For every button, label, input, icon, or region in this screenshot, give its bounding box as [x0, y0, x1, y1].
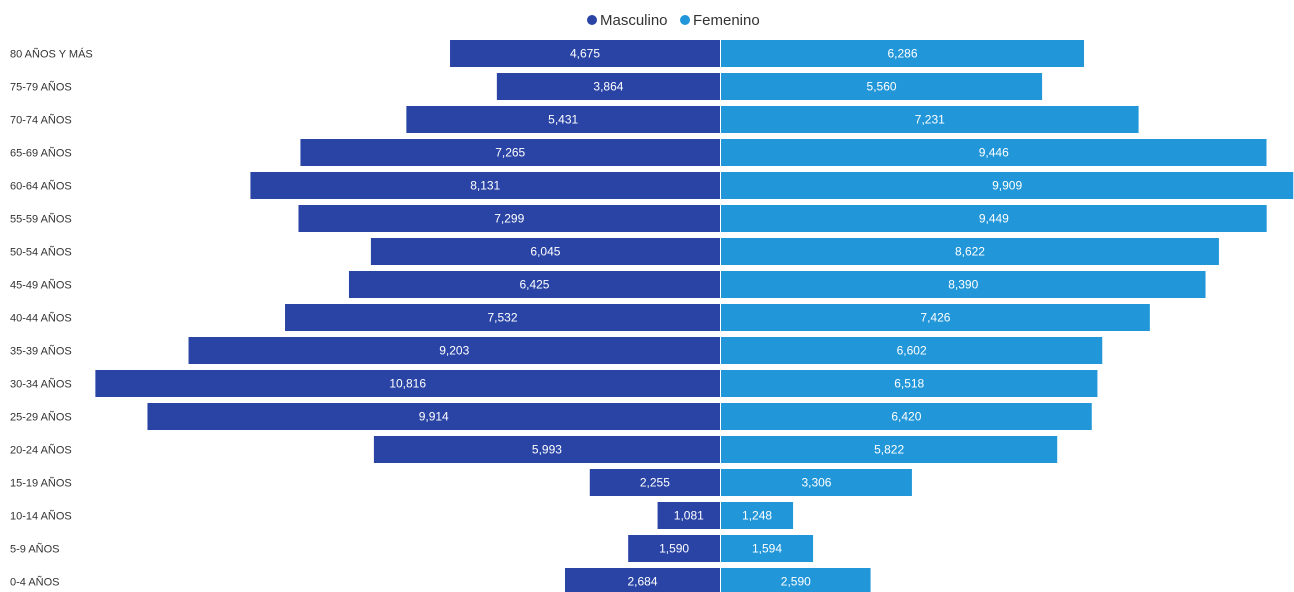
value-label-femenino: 8,622 — [955, 245, 985, 259]
bar-masculino — [406, 106, 720, 133]
value-labels: 4,675 6,286 3,864 5,560 5,431 7,231 7,265 9,446… — [389, 47, 1022, 589]
bar-masculino — [300, 139, 720, 166]
value-label-femenino: 1,594 — [752, 542, 782, 556]
value-label-masculino: 1,081 — [674, 509, 704, 523]
value-label-femenino: 7,231 — [915, 113, 945, 127]
value-label-masculino: 7,265 — [495, 146, 525, 160]
bar-femenino — [721, 568, 871, 592]
bar-femenino — [721, 40, 1085, 67]
category-label: 20-24 AÑOS — [10, 444, 72, 457]
value-label-masculino: 1,590 — [659, 542, 689, 556]
category-label: 50-54 AÑOS — [10, 246, 72, 259]
legend-label-masculino: Masculino — [600, 12, 668, 29]
bar-masculino — [298, 205, 720, 232]
category-label: 5-9 AÑOS — [10, 543, 60, 556]
category-labels: 80 AÑOS Y MÁS 75-79 AÑOS 70-74 AÑOS 65-69 A… — [10, 48, 93, 589]
bar-femenino — [721, 205, 1267, 232]
bar-femenino — [721, 403, 1092, 430]
bar-femenino — [721, 238, 1219, 265]
bar-masculino — [147, 403, 721, 430]
value-label-femenino: 6,602 — [897, 344, 927, 358]
bar-femenino — [721, 370, 1098, 397]
value-label-masculino: 7,532 — [487, 311, 517, 325]
category-label: 60-64 AÑOS — [10, 180, 72, 193]
category-label: 15-19 AÑOS — [10, 477, 72, 490]
bar-femenino — [721, 469, 912, 496]
bar-femenino — [721, 271, 1206, 298]
value-label-femenino: 6,420 — [891, 410, 921, 424]
value-label-masculino: 2,255 — [640, 476, 670, 490]
bar-masculino — [496, 73, 720, 100]
category-label: 75-79 AÑOS — [10, 81, 72, 94]
legend: Masculino Femenino — [587, 12, 760, 29]
value-label-femenino: 9,446 — [979, 146, 1009, 160]
bar-masculino — [450, 40, 720, 67]
value-label-masculino: 6,045 — [530, 245, 560, 259]
value-label-femenino: 1,248 — [742, 509, 772, 523]
bar-femenino — [721, 73, 1043, 100]
category-label: 65-69 AÑOS — [10, 147, 72, 160]
value-label-femenino: 2,590 — [781, 575, 811, 589]
bar-masculino — [628, 535, 720, 562]
value-label-masculino: 8,131 — [470, 179, 500, 193]
value-label-femenino: 6,518 — [894, 377, 924, 391]
bar-femenino — [721, 535, 814, 562]
bar-masculino — [348, 271, 720, 298]
bar-femenino — [721, 436, 1058, 463]
category-label: 80 AÑOS Y MÁS — [10, 48, 93, 61]
category-label: 70-74 AÑOS — [10, 114, 72, 127]
bar-masculino — [657, 502, 720, 529]
category-label: 25-29 AÑOS — [10, 411, 72, 424]
value-label-masculino: 4,675 — [570, 47, 600, 61]
value-label-masculino: 7,299 — [494, 212, 524, 226]
bar-femenino — [721, 502, 794, 529]
value-label-femenino: 5,560 — [867, 80, 897, 94]
legend-label-femenino: Femenino — [693, 12, 760, 29]
bar-femenino — [721, 337, 1103, 364]
bar-masculino — [373, 436, 720, 463]
bar-masculino — [589, 469, 720, 496]
bar-masculino — [250, 172, 720, 199]
value-label-femenino: 7,426 — [920, 311, 950, 325]
category-label: 30-34 AÑOS — [10, 378, 72, 391]
bar-masculino — [95, 370, 721, 397]
value-label-femenino: 5,822 — [874, 443, 904, 457]
category-label: 35-39 AÑOS — [10, 345, 72, 358]
value-label-femenino: 3,306 — [801, 476, 831, 490]
value-label-masculino: 2,684 — [627, 575, 657, 589]
bar-masculino — [564, 568, 720, 592]
category-label: 0-4 AÑOS — [10, 576, 60, 589]
bar-femenino — [721, 172, 1294, 199]
value-label-masculino: 3,864 — [593, 80, 623, 94]
category-label: 10-14 AÑOS — [10, 510, 72, 523]
value-label-masculino: 6,425 — [519, 278, 549, 292]
bar-masculino — [285, 304, 720, 331]
category-label: 40-44 AÑOS — [10, 312, 72, 325]
value-label-femenino: 6,286 — [887, 47, 917, 61]
value-label-masculino: 10,816 — [389, 377, 426, 391]
bar-femenino — [721, 106, 1139, 133]
value-label-masculino: 5,431 — [548, 113, 578, 127]
value-label-masculino: 9,914 — [419, 410, 449, 424]
legend-marker-femenino — [680, 15, 690, 25]
bars-group — [95, 40, 1294, 592]
category-label: 55-59 AÑOS — [10, 213, 72, 226]
bar-masculino — [188, 337, 721, 364]
value-label-femenino: 8,390 — [948, 278, 978, 292]
value-label-femenino: 9,449 — [979, 212, 1009, 226]
category-label: 45-49 AÑOS — [10, 279, 72, 292]
value-label-masculino: 9,203 — [439, 344, 469, 358]
value-label-femenino: 9,909 — [992, 179, 1022, 193]
bar-masculino — [370, 238, 720, 265]
bar-femenino — [721, 304, 1150, 331]
bar-femenino — [721, 139, 1267, 166]
legend-marker-masculino — [587, 15, 597, 25]
value-label-masculino: 5,993 — [532, 443, 562, 457]
